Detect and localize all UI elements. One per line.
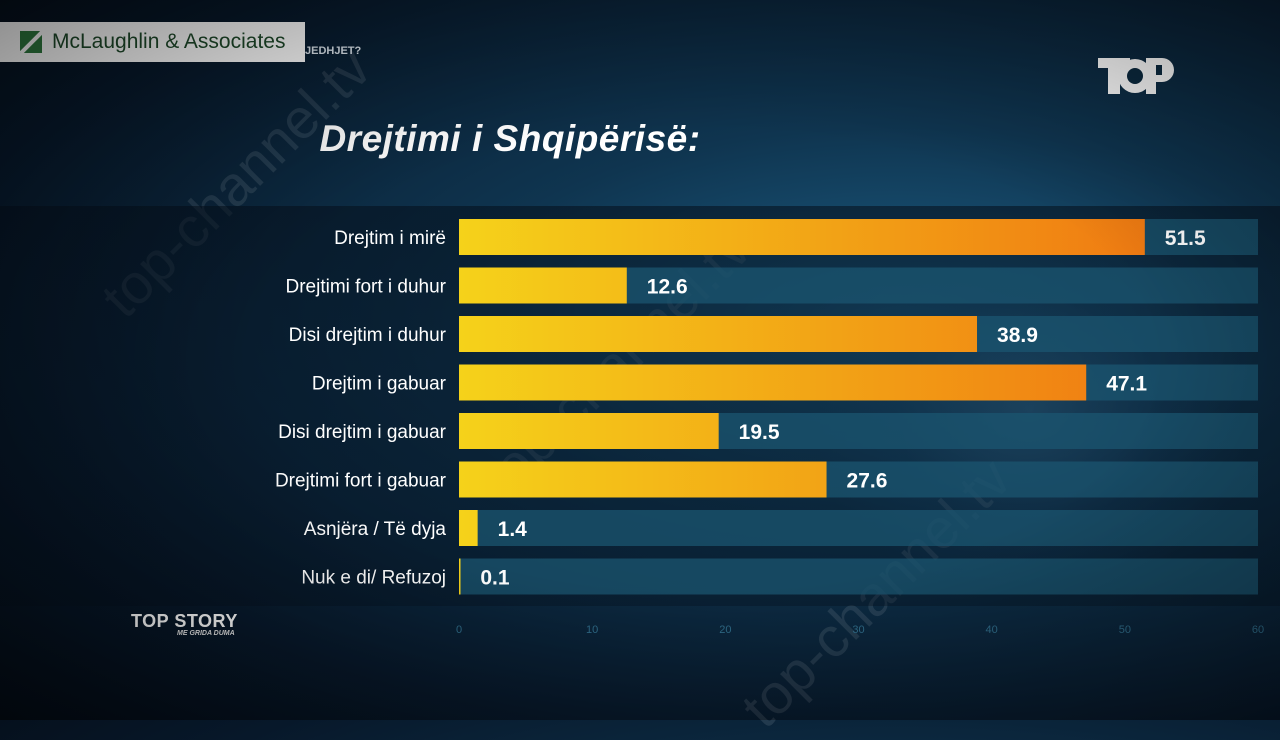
- category-label: Drejtimi fort i duhur: [286, 277, 447, 298]
- bar-track: [459, 558, 1258, 595]
- pollster-logo-icon: [20, 31, 42, 53]
- value-label: 47.1: [1106, 373, 1147, 396]
- category-label: Nuk e di/ Refuzoj: [301, 568, 446, 589]
- bar: [459, 461, 827, 498]
- value-label: 51.5: [1165, 227, 1206, 250]
- x-tick-label: 60: [1252, 624, 1264, 636]
- x-tick-label: 10: [586, 624, 598, 636]
- value-label: 19.5: [739, 421, 780, 444]
- show-brand: TOP STORY ME GRIDA DUMA: [131, 611, 238, 637]
- channel-logo-icon: [1098, 58, 1174, 94]
- value-label: 12.6: [647, 276, 688, 299]
- source-label: McLaughlin & Associates: [52, 30, 286, 53]
- category-label: Asnjëra / Të dyja: [304, 519, 447, 540]
- value-label: 1.4: [498, 518, 528, 541]
- bar-chart: Drejtim i mirë 51.5 Drejtimi fort i duhur 1…: [275, 219, 1265, 636]
- bar: [459, 510, 478, 546]
- question-fragment: JEDHJET?: [305, 45, 362, 57]
- category-label: Drejtimi fort i gabuar: [275, 471, 447, 492]
- bar: [459, 219, 1145, 255]
- x-tick-label: 0: [456, 624, 462, 636]
- bar-track: [459, 510, 1258, 546]
- x-tick-label: 30: [852, 624, 864, 636]
- x-tick-label: 40: [986, 624, 998, 636]
- x-tick-label: 50: [1119, 624, 1131, 636]
- chart-title: Drejtimi i Shqipërisë:: [319, 118, 701, 159]
- bar: [459, 413, 719, 449]
- source-badge: McLaughlin & Associates: [0, 22, 305, 62]
- bar: [459, 267, 627, 304]
- category-label: Disi drejtim i duhur: [289, 325, 447, 346]
- bar: [459, 364, 1087, 401]
- brand-main: TOP STORY: [131, 611, 238, 631]
- value-label: 38.9: [997, 324, 1038, 347]
- bar: [459, 316, 978, 352]
- category-label: Drejtim i gabuar: [312, 374, 447, 395]
- brand-sub: ME GRIDA DUMA: [177, 630, 235, 637]
- category-label: Drejtim i mirë: [334, 228, 446, 249]
- bar: [459, 558, 461, 595]
- category-label: Disi drejtim i gabuar: [278, 422, 447, 443]
- x-tick-label: 20: [719, 624, 731, 636]
- value-label: 0.1: [480, 567, 510, 590]
- value-label: 27.6: [847, 470, 888, 493]
